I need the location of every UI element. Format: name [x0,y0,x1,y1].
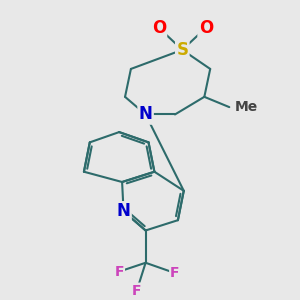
Text: O: O [199,19,213,37]
Text: F: F [114,265,124,279]
Text: F: F [132,284,142,298]
Text: O: O [152,19,166,37]
Text: Me: Me [235,100,258,114]
Text: S: S [176,41,188,59]
Text: N: N [139,106,152,124]
Text: N: N [117,202,130,220]
Text: F: F [170,266,180,280]
